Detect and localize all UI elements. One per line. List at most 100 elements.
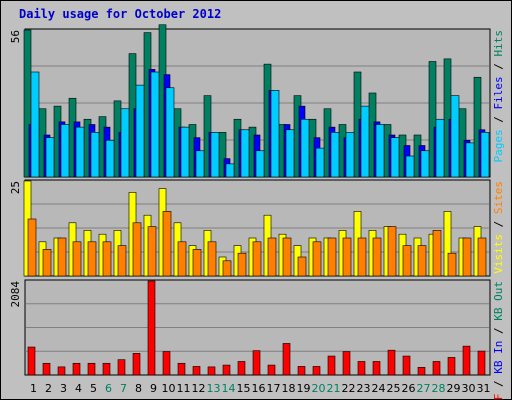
bar-pages-day-25: [390, 137, 400, 178]
bar-pages-day-8: [135, 84, 145, 178]
bar-kb-f-day-1: [27, 346, 36, 376]
bar-kb-f-day-12: [192, 366, 201, 376]
bar-kb-f-day-3: [57, 366, 66, 376]
bar-sites-day-13: [207, 241, 217, 277]
x-tick-label-day-3: 3: [60, 382, 67, 395]
bar-sites-day-18: [282, 237, 292, 277]
panel-2-scale-max-label: 25: [9, 181, 22, 194]
bar-sites-day-28: [432, 230, 442, 277]
x-tick-label-day-12: 12: [192, 382, 206, 395]
legend-entry: /: [492, 214, 505, 234]
bar-kb-f-day-9: [147, 280, 156, 376]
bar-kb-f-day-22: [342, 351, 351, 376]
bar-kb-f-day-21: [327, 355, 336, 376]
bar-hits-day-31: [473, 76, 482, 178]
x-tick-label-day-27: 27: [417, 382, 431, 395]
bar-pages-day-23: [360, 105, 370, 178]
x-tick-label-day-9: 9: [150, 382, 157, 395]
bar-pages-day-11: [180, 126, 190, 178]
x-tick-label-day-1: 1: [30, 382, 37, 395]
bar-sites-day-9: [147, 226, 157, 277]
bar-sites-day-14: [222, 260, 232, 277]
bar-sites-day-2: [42, 249, 52, 277]
bar-kb-f-day-2: [42, 362, 51, 376]
legend-entry: KB Out: [492, 281, 505, 321]
x-tick-label-day-16: 16: [252, 382, 266, 395]
x-tick-label-day-24: 24: [372, 382, 386, 395]
bar-pages-day-29: [450, 95, 460, 178]
bar-pages-day-22: [345, 132, 355, 178]
bar-kb-f-day-27: [417, 367, 426, 376]
bar-visits-day-29: [443, 211, 452, 277]
x-tick-label-day-5: 5: [90, 382, 97, 395]
bar-kb-f-day-7: [117, 359, 126, 376]
x-tick-label-day-21: 21: [327, 382, 341, 395]
bar-kb-f-day-17: [267, 364, 276, 376]
bar-kb-f-day-29: [447, 357, 456, 376]
bar-pages-day-6: [105, 139, 115, 178]
bar-kb-f-day-14: [222, 364, 231, 376]
bar-sites-day-10: [162, 211, 172, 277]
bar-kb-f-day-31: [477, 350, 486, 376]
x-tick-label-day-15: 15: [237, 382, 251, 395]
legend-entry: Sites: [492, 181, 505, 214]
x-tick-label-day-11: 11: [177, 382, 191, 395]
chart-title: Daily usage for October 2012: [19, 7, 222, 21]
bar-pages-day-26: [405, 155, 415, 178]
bar-pages-day-30: [465, 142, 475, 178]
bar-pages-day-2: [45, 137, 55, 178]
bar-sites-day-31: [477, 237, 487, 277]
bar-pages-day-14: [225, 163, 235, 178]
x-tick-label-day-4: 4: [75, 382, 82, 395]
x-tick-label-day-19: 19: [297, 382, 311, 395]
x-tick-label-day-10: 10: [162, 382, 176, 395]
bar-sites-day-11: [177, 241, 187, 277]
bar-kb-f-day-19: [297, 366, 306, 376]
bar-kb-f-day-8: [132, 353, 141, 376]
bar-kb-f-day-15: [237, 361, 246, 376]
bar-kb-f-day-30: [462, 345, 471, 376]
x-tick-label-day-29: 29: [447, 382, 461, 395]
legend-entry: /: [492, 321, 505, 341]
x-tick-label-day-28: 28: [432, 382, 446, 395]
x-tick-label-day-26: 26: [402, 382, 416, 395]
x-tick-label-day-8: 8: [135, 382, 142, 395]
bar-pages-day-4: [75, 126, 85, 178]
bar-pages-day-27: [420, 150, 430, 178]
legend-entry: KB F: [492, 394, 505, 400]
panel-3-legend: KB F / KB In / KB Out: [492, 281, 505, 400]
bar-sites-day-12: [192, 249, 202, 277]
bar-sites-day-25: [387, 226, 397, 277]
bar-kb-f-day-11: [177, 362, 186, 376]
bar-sites-day-27: [417, 245, 427, 277]
legend-entry: /: [492, 110, 505, 130]
bar-pages-day-18: [285, 129, 295, 178]
bar-pages-day-13: [210, 132, 220, 178]
bar-sites-day-29: [447, 252, 457, 277]
bar-sites-day-30: [462, 237, 472, 277]
bar-pages-day-24: [375, 124, 385, 178]
bar-pages-day-19: [300, 118, 310, 178]
panel-2-legend: Visits / Sites: [492, 181, 505, 274]
bar-pages-day-12: [195, 150, 205, 178]
bar-kb-f-day-16: [252, 350, 261, 376]
bar-pages-day-28: [435, 118, 445, 178]
bar-pages-day-15: [240, 129, 250, 178]
x-tick-label-day-2: 2: [45, 382, 52, 395]
bar-pages-day-10: [165, 87, 175, 178]
bar-pages-day-20: [315, 147, 325, 178]
x-tick-label-day-31: 31: [477, 382, 491, 395]
bar-sites-day-17: [267, 237, 277, 277]
bar-sites-day-24: [372, 237, 382, 277]
bar-kb-f-day-18: [282, 343, 291, 376]
x-tick-label-day-14: 14: [222, 382, 236, 395]
bar-sites-day-5: [87, 241, 97, 277]
panel-3-scale-max-label: 2084: [9, 281, 22, 308]
bar-sites-day-8: [132, 222, 142, 277]
x-tick-label-day-7: 7: [120, 382, 127, 395]
legend-entry: /: [492, 374, 505, 394]
bar-sites-day-3: [57, 237, 67, 277]
bar-sites-day-21: [327, 237, 337, 277]
x-tick-label-day-18: 18: [282, 382, 296, 395]
bar-kb-f-day-20: [312, 366, 321, 376]
